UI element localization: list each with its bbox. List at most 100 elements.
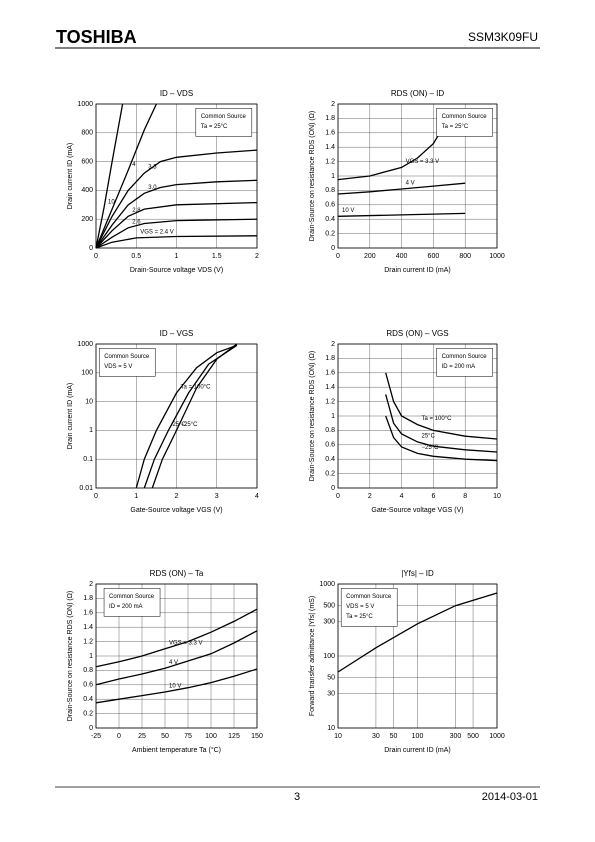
- curve-label: Ta = 100°C: [181, 385, 212, 391]
- curve: [151, 343, 238, 489]
- x-tick-label: 50: [161, 733, 169, 740]
- curve-label: Ta = 100°C: [422, 416, 453, 422]
- y-tick-label: 1.6: [325, 370, 335, 377]
- x-tick-label: 0: [94, 253, 98, 260]
- x-tick-label: -25: [91, 733, 101, 740]
- y-tick-label: 0.6: [325, 442, 335, 449]
- x-tick-label: 50: [390, 733, 398, 740]
- y-tick-label: 1.8: [325, 355, 335, 362]
- y-tick-label: 30: [327, 690, 335, 697]
- x-tick-label: 0: [336, 493, 340, 500]
- y-tick-label: 1.4: [325, 384, 335, 391]
- curve-label: VGS = 2.4 V: [140, 229, 174, 235]
- x-tick-label: 100: [412, 733, 424, 740]
- y-tick-label: 1: [331, 413, 335, 420]
- part-number: SSM3K09FU: [468, 30, 538, 44]
- y-tick-label: 0: [89, 725, 93, 732]
- condition-box: [436, 108, 493, 137]
- curve-label: −25°C: [181, 422, 199, 428]
- curve: [95, 179, 258, 249]
- y-axis-label: Forward transfer admittance |Yfs| (mS): [309, 596, 316, 716]
- y-tick-label: 0.6: [83, 682, 93, 689]
- curve: [143, 344, 238, 489]
- x-tick-label: 3: [215, 493, 219, 500]
- date: 2014-03-01: [482, 791, 538, 803]
- y-tick-label: 2: [331, 101, 335, 108]
- x-axis-label: Drain-Source voltage VDS (V): [130, 267, 223, 274]
- chart: ID – VGS 0 1 2 3 4 0.01 0.1 1 10 100 1000 Gate-Sourc…: [67, 329, 259, 514]
- x-tick-label: 10: [493, 493, 501, 500]
- y-tick-label: 1.2: [325, 158, 335, 165]
- y-tick-label: 0: [331, 245, 335, 252]
- condition-text: VDS = 5 V: [104, 364, 132, 370]
- x-tick-label: 75: [184, 733, 192, 740]
- y-tick-label: 0.4: [325, 456, 335, 463]
- curve: [385, 415, 498, 462]
- curve-label: 3.3: [148, 165, 157, 171]
- condition-text: Ta = 25°C: [346, 614, 373, 620]
- page-number: 3: [294, 791, 300, 803]
- x-tick-label: 600: [428, 253, 440, 260]
- plot-frame: [337, 583, 498, 729]
- y-tick-label: 0.1: [83, 456, 93, 463]
- curve-label: 2.8: [132, 208, 141, 214]
- condition-text: VDS = 5 V: [346, 604, 374, 610]
- y-tick-label: 1: [89, 427, 93, 434]
- curve-label: 10: [108, 199, 115, 205]
- y-axis-label: Drain current ID (mA): [67, 143, 74, 210]
- chart-title: |Yfs| – ID: [401, 569, 434, 578]
- y-tick-label: 0.8: [325, 187, 335, 194]
- x-tick-label: 2: [175, 493, 179, 500]
- y-tick-label: 10: [85, 398, 93, 405]
- y-tick-label: 0.2: [83, 710, 93, 717]
- y-tick-label: 100: [81, 370, 93, 377]
- chart-title: RDS (ON) – VGS: [386, 329, 448, 338]
- curve-label: 4: [132, 162, 136, 168]
- y-tick-label: 1: [89, 653, 93, 660]
- y-tick-label: 600: [81, 158, 93, 165]
- y-tick-label: 1.2: [83, 638, 93, 645]
- y-tick-label: 0.6: [325, 202, 335, 209]
- y-tick-label: 1000: [77, 341, 93, 348]
- curve-label: 2.6: [132, 219, 141, 225]
- y-tick-label: 300: [323, 618, 335, 625]
- condition-text: Common Source: [109, 594, 155, 600]
- condition-text: ID = 200 mA: [442, 364, 476, 370]
- x-tick-label: 0: [94, 493, 98, 500]
- condition-text: Common Source: [201, 114, 247, 120]
- x-tick-label: 4: [400, 493, 404, 500]
- y-tick-label: 500: [323, 603, 335, 610]
- condition-text: Common Source: [104, 354, 150, 360]
- x-tick-label: 100: [205, 733, 217, 740]
- y-tick-label: 2: [331, 341, 335, 348]
- chart: RDS (ON) – ID 0 200 400 600 800 1000 0 0.2 0.4 0.6…: [309, 89, 505, 274]
- curve: [95, 103, 157, 249]
- x-tick-label: 25: [138, 733, 146, 740]
- y-tick-label: 0.2: [325, 230, 335, 237]
- condition-text: Common Source: [442, 114, 488, 120]
- plot-frame: [95, 103, 258, 249]
- y-axis-label: Drain-Source on resistance RDS (ON) (Ω): [67, 591, 74, 722]
- y-tick-label: 0: [89, 245, 93, 252]
- x-tick-label: 30: [372, 733, 380, 740]
- x-tick-label: 500: [467, 733, 479, 740]
- curve: [95, 235, 258, 249]
- y-tick-label: 0.4: [83, 696, 93, 703]
- curve: [337, 132, 441, 181]
- chart-title: ID – VGS: [160, 329, 194, 338]
- x-tick-label: 1000: [489, 253, 505, 260]
- y-tick-label: 1.2: [325, 398, 335, 405]
- x-tick-label: 0: [336, 253, 340, 260]
- curve-label: VGS = 3.3 V: [406, 159, 440, 165]
- x-tick-label: 300: [450, 733, 462, 740]
- plot-frame: [95, 343, 258, 489]
- x-tick-label: 6: [431, 493, 435, 500]
- x-tick-label: 2: [255, 253, 259, 260]
- y-tick-label: 0.8: [83, 667, 93, 674]
- y-tick-label: 1: [331, 173, 335, 180]
- curve: [337, 212, 466, 217]
- chart: |Yfs| – ID 10 30 50 100 300 500 1000 10 30 50 100 30…: [309, 569, 505, 754]
- condition-box: [98, 348, 156, 377]
- plot-frame: [337, 103, 498, 249]
- y-tick-label: 0: [331, 485, 335, 492]
